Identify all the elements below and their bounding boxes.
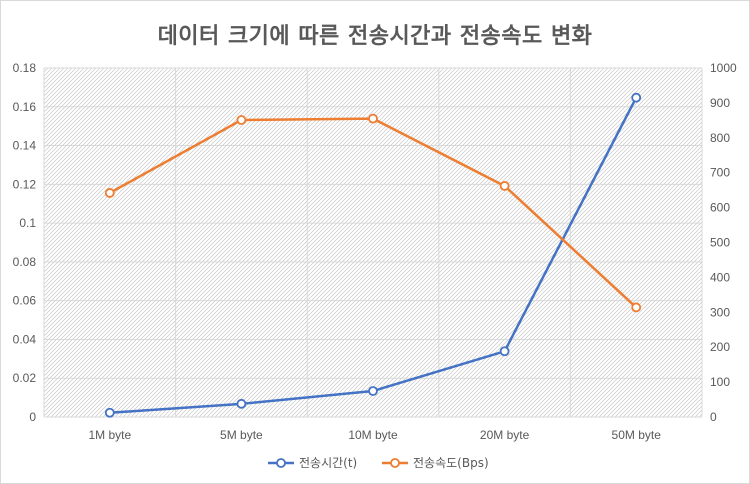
y-left-tick-label: 0.1 [19,216,36,230]
legend-label: 전송시간(t) [299,456,357,470]
y-right-tick-label: 700 [710,166,730,180]
y-left-tick-label: 0.18 [13,61,37,75]
y-right-tick-label: 400 [710,270,730,284]
y-left-tick-label: 0.06 [13,294,37,308]
x-tick-label: 50M byte [612,428,662,442]
x-tick-label: 1M byte [88,428,131,442]
y-right-tick-label: 0 [710,410,717,424]
y-left-tick-label: 0.12 [13,177,37,191]
y-left-tick-label: 0.16 [13,100,37,114]
y-left-tick-label: 0.04 [13,332,37,346]
legend-swatch-marker [276,458,286,468]
x-tick-label: 20M byte [480,428,530,442]
data-point [368,113,378,124]
data-point [499,346,510,357]
y-right-tick-label: 800 [710,131,730,145]
data-point [104,407,115,418]
y-left-tick-label: 0 [29,410,36,424]
y-left-tick-label: 0.14 [13,139,37,153]
data-point [631,302,642,313]
y-right-tick-label: 1000 [710,61,737,75]
y-right-tick-label: 900 [710,96,730,110]
plot-area [44,68,702,417]
data-point [631,92,642,103]
data-point [236,115,247,125]
y-right-tick-label: 600 [710,201,730,215]
y-left-tick-label: 0.08 [13,255,37,269]
data-point [236,398,247,409]
y-right-tick-label: 500 [710,236,730,250]
x-tick-label: 10M byte [348,428,398,442]
x-tick-label: 5M byte [220,428,263,442]
chart-title: 데이터 크기에 따른 전송시간과 전송속도 변화 [157,24,593,49]
y-left-tick-label: 0.02 [13,371,37,385]
y-right-tick-label: 300 [710,305,730,319]
legend-label: 전송속도(Bps) [413,456,489,470]
data-point [499,181,510,191]
y-right-tick-label: 200 [710,340,730,354]
legend-swatch-marker [390,458,400,468]
data-point [104,188,115,198]
y-right-tick-label: 100 [710,375,730,389]
data-point [368,386,378,396]
